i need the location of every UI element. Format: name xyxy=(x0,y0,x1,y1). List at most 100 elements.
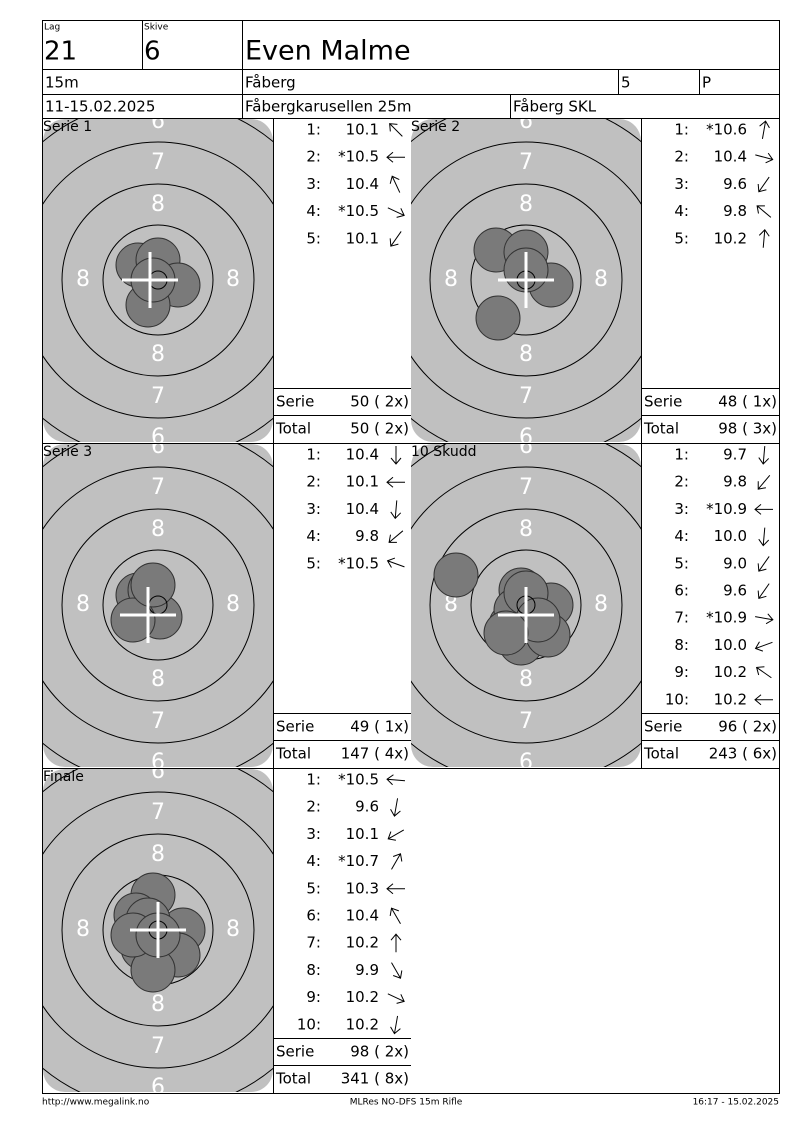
arrow-shape xyxy=(389,175,401,193)
direction-arrow xyxy=(757,556,770,572)
total-label: Total xyxy=(643,420,679,438)
shot-score: 10.4 xyxy=(346,446,379,464)
ring xyxy=(43,791,273,1069)
ring-label: 6 xyxy=(519,750,533,775)
shot-hole xyxy=(110,597,156,643)
ring-label: 7 xyxy=(151,475,165,500)
shot-number: 2: xyxy=(306,798,321,816)
distance: 15m xyxy=(45,74,79,92)
shooter-name: Even Malme xyxy=(245,36,411,67)
ring-label: 6 xyxy=(151,750,165,775)
shot-hole xyxy=(475,295,521,341)
shot-number: 5: xyxy=(674,554,689,572)
shot-score: 10.4 xyxy=(346,500,379,518)
serie-value: 98 ( 2x) xyxy=(350,1043,409,1061)
direction-arrow xyxy=(389,123,403,137)
arrow-shape xyxy=(389,123,403,137)
ring-label: 8 xyxy=(76,267,90,292)
shot-score: 9.7 xyxy=(723,446,747,464)
arrow-shape xyxy=(758,527,770,547)
shot-score: 10.3 xyxy=(346,879,379,897)
total-value: 243 ( 6x) xyxy=(709,745,777,763)
ring-label: 7 xyxy=(151,384,165,409)
ring-label: 8 xyxy=(151,992,165,1017)
ring-label: 7 xyxy=(151,800,165,825)
shot-score: *10.5 xyxy=(338,148,379,166)
ring-label: 8 xyxy=(226,917,240,942)
ring-label: 8 xyxy=(151,667,165,692)
shot-number: 5: xyxy=(674,229,689,247)
shot-number: 1: xyxy=(674,121,689,139)
shot-number: 4: xyxy=(306,852,321,870)
ring-label: 8 xyxy=(151,342,165,367)
direction-arrow xyxy=(386,476,405,488)
arrow-shape xyxy=(386,883,405,895)
ring-label: 6 xyxy=(151,434,165,459)
direction-arrow xyxy=(387,207,405,218)
total-label: Total xyxy=(275,420,311,438)
ring-label: 8 xyxy=(519,517,533,542)
shot-score: 10.1 xyxy=(346,825,379,843)
ring-label: 8 xyxy=(76,917,90,942)
shot-score: *10.9 xyxy=(706,500,747,518)
target: 6 7 8 8 8 8 7 6 xyxy=(411,434,641,775)
arrow-shape xyxy=(757,474,771,490)
arrow-shape xyxy=(757,583,770,600)
ring-label: 8 xyxy=(519,667,533,692)
footer-timestamp: 16:17 - 15.02.2025 xyxy=(693,1098,779,1108)
shot-score: 10.2 xyxy=(346,1015,379,1033)
shot-score: 10.4 xyxy=(346,907,379,925)
lag: 21 xyxy=(44,37,77,67)
shot-score: 10.1 xyxy=(346,473,379,491)
ring-label: 8 xyxy=(76,592,90,617)
direction-arrow xyxy=(388,530,404,543)
ring-label: 6 xyxy=(151,425,165,450)
arrow-shape xyxy=(386,557,405,568)
shot-number: 6: xyxy=(674,582,689,600)
direction-arrow xyxy=(387,829,405,841)
arrow-shape xyxy=(386,476,405,488)
ring-label: 7 xyxy=(519,150,533,175)
arrow-shape xyxy=(386,151,405,163)
direction-arrow xyxy=(758,445,770,465)
arrow-shape xyxy=(754,504,773,515)
shot-score: 9.8 xyxy=(723,202,747,220)
shot-number: 3: xyxy=(306,175,321,193)
ring-label: 8 xyxy=(151,517,165,542)
shot-score: 10.4 xyxy=(714,148,747,166)
shot-score: 9.8 xyxy=(723,473,747,491)
shot-number: 3: xyxy=(306,500,321,518)
ring xyxy=(102,224,214,336)
direction-arrow xyxy=(758,527,770,547)
ring xyxy=(411,141,641,419)
direction-arrow xyxy=(390,500,402,520)
panel-title: Serie 2 xyxy=(411,119,460,135)
shot-score: 10.2 xyxy=(714,229,747,247)
class: P xyxy=(702,74,711,92)
direction-arrow xyxy=(390,933,402,953)
arrow-shape xyxy=(390,1015,401,1035)
panel-title: Finale xyxy=(43,769,84,785)
direction-arrow xyxy=(755,152,774,164)
arrow-shape xyxy=(391,853,403,870)
ring xyxy=(43,141,273,419)
shot-number: 1: xyxy=(306,771,321,789)
ring xyxy=(429,183,623,377)
direction-arrow xyxy=(757,474,771,490)
shot-score: 10.4 xyxy=(346,175,379,193)
shot-number: 1: xyxy=(306,446,321,464)
arrow-shape xyxy=(391,962,403,979)
shot-number: 2: xyxy=(674,473,689,491)
arrow-shape xyxy=(754,641,773,652)
ring xyxy=(102,549,214,661)
arrow-shape xyxy=(755,613,774,625)
shot-score: *10.7 xyxy=(338,852,379,870)
footer-url: http://www.megalink.no xyxy=(42,1098,150,1108)
ring-label: 8 xyxy=(151,192,165,217)
shot-score: 9.6 xyxy=(723,582,747,600)
arrow-shape xyxy=(755,666,772,679)
ring-label: 8 xyxy=(444,592,458,617)
direction-arrow xyxy=(387,993,405,1004)
ring-label: 6 xyxy=(519,434,533,459)
direction-arrow xyxy=(754,694,773,706)
